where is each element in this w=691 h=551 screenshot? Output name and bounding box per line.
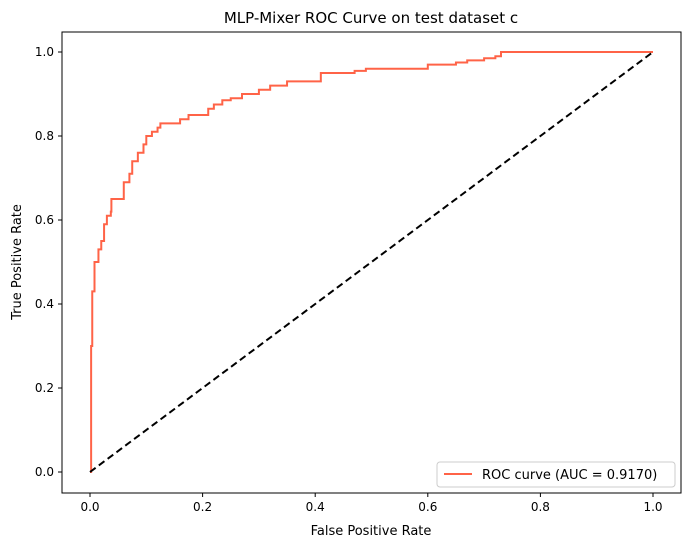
roc-curve-line: [90, 51, 653, 473]
legend-label: ROC curve (AUC = 0.9170): [482, 468, 657, 483]
chart-title: MLP-Mixer ROC Curve on test dataset c: [224, 9, 518, 27]
y-tick-label: 0.4: [35, 297, 54, 311]
x-tick-label: 0.2: [193, 500, 212, 514]
y-tick-label: 0.2: [35, 381, 54, 395]
x-tick-label: 0.0: [80, 500, 99, 514]
y-axis-label: True Positive Rate: [10, 204, 25, 321]
x-tick-label: 0.6: [418, 500, 437, 514]
y-tick-label: 1.0: [35, 45, 54, 59]
y-tick-label: 0.8: [35, 129, 54, 143]
y-tick-label: 0.0: [35, 465, 54, 479]
legend-box: [436, 461, 676, 488]
x-tick-label: 1.0: [643, 500, 662, 514]
x-tick-label: 0.4: [306, 500, 325, 514]
y-tick-label: 0.6: [35, 213, 54, 227]
legend: ROC curve (AUC = 0.9170): [436, 461, 676, 488]
plot-frame: [61, 31, 682, 494]
diagonal-reference-line: [89, 51, 654, 473]
x-axis-label: False Positive Rate: [311, 524, 432, 539]
x-tick-label: 0.8: [531, 500, 550, 514]
